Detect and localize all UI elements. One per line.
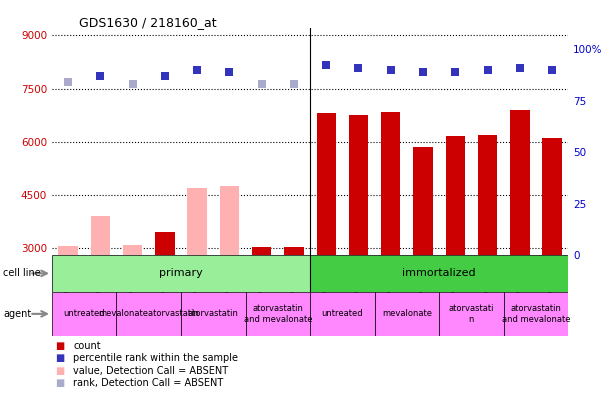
Point xyxy=(128,81,137,87)
Text: ■: ■ xyxy=(55,354,64,363)
Text: cell line: cell line xyxy=(3,269,41,278)
Text: value, Detection Call = ABSENT: value, Detection Call = ABSENT xyxy=(73,366,229,375)
Bar xyxy=(445,136,465,255)
Bar xyxy=(117,292,181,336)
Bar xyxy=(349,115,368,255)
Point xyxy=(418,68,428,75)
Text: GDS1630 / 218160_at: GDS1630 / 218160_at xyxy=(79,16,217,29)
Bar xyxy=(381,112,400,255)
Text: atorvastatin
and mevalonate: atorvastatin and mevalonate xyxy=(244,304,312,324)
Text: atorvastati
n: atorvastati n xyxy=(448,304,494,324)
Text: immortalized: immortalized xyxy=(403,269,476,278)
Point xyxy=(160,72,170,79)
Text: count: count xyxy=(73,341,101,351)
Bar xyxy=(439,292,503,336)
Bar xyxy=(310,292,375,336)
Point xyxy=(450,68,460,75)
Point xyxy=(354,64,364,71)
Point xyxy=(386,66,396,73)
Bar xyxy=(52,292,117,336)
Point xyxy=(483,66,492,73)
Point xyxy=(257,81,266,87)
Text: mevalonateatorvastatin: mevalonateatorvastatin xyxy=(98,309,199,318)
Bar xyxy=(510,110,530,255)
Bar xyxy=(188,188,207,255)
Bar xyxy=(543,138,562,255)
Text: untreated: untreated xyxy=(321,309,363,318)
Point xyxy=(95,72,105,79)
Text: ■: ■ xyxy=(55,366,64,375)
Bar xyxy=(316,113,336,255)
Bar xyxy=(503,292,568,336)
Text: mevalonate: mevalonate xyxy=(382,309,432,318)
Bar xyxy=(252,247,271,255)
Bar xyxy=(284,247,304,255)
Bar xyxy=(181,292,246,336)
Text: atorvastatin
and mevalonate: atorvastatin and mevalonate xyxy=(502,304,570,324)
Point xyxy=(224,68,234,75)
Text: percentile rank within the sample: percentile rank within the sample xyxy=(73,354,238,363)
Bar xyxy=(414,147,433,255)
Point xyxy=(547,66,557,73)
Text: rank, Detection Call = ABSENT: rank, Detection Call = ABSENT xyxy=(73,378,224,388)
Text: primary: primary xyxy=(159,269,203,278)
Point xyxy=(289,81,299,87)
Text: atorvastatin: atorvastatin xyxy=(188,309,239,318)
Point xyxy=(63,79,73,85)
Bar xyxy=(90,216,110,255)
Text: ■: ■ xyxy=(55,378,64,388)
Bar xyxy=(246,292,310,336)
Point xyxy=(321,62,331,69)
Bar xyxy=(59,246,78,255)
Text: untreated: untreated xyxy=(64,309,105,318)
Bar xyxy=(220,186,239,255)
Bar xyxy=(310,255,568,292)
Bar xyxy=(155,232,175,255)
Point xyxy=(515,64,525,71)
Bar xyxy=(123,245,142,255)
Point xyxy=(192,66,202,73)
Bar xyxy=(478,134,497,255)
Bar xyxy=(375,292,439,336)
Text: ■: ■ xyxy=(55,341,64,351)
Bar xyxy=(52,255,310,292)
Text: agent: agent xyxy=(3,309,31,319)
